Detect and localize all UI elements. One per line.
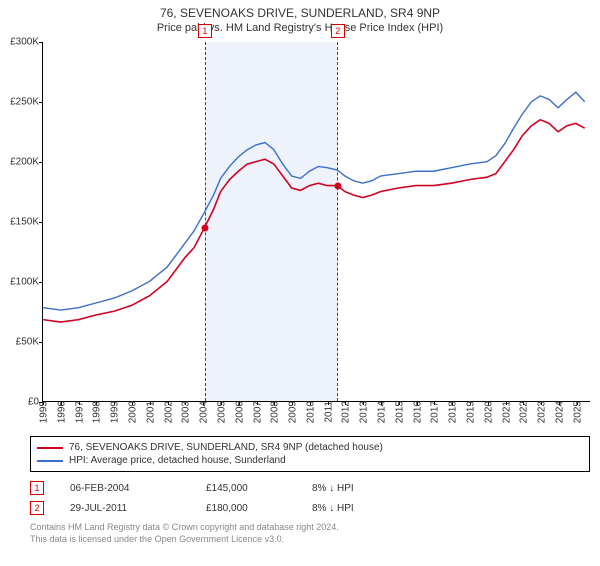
chart-subtitle: Price paid vs. HM Land Registry's House …: [0, 22, 600, 34]
x-axis-tick-label: 2000: [125, 401, 138, 423]
sale-price: £145,000: [206, 483, 286, 494]
x-axis-tick-label: 2001: [143, 401, 156, 423]
x-axis-tick-label: 1997: [72, 401, 85, 423]
x-axis-tick-label: 2008: [268, 401, 281, 423]
legend-row: 76, SEVENOAKS DRIVE, SUNDERLAND, SR4 9NP…: [37, 441, 583, 454]
x-axis-tick-label: 1999: [108, 401, 121, 423]
x-axis-tick-label: 1998: [90, 401, 103, 423]
chart-lines-svg: [43, 42, 590, 401]
y-axis-tick: [39, 342, 43, 343]
x-axis-tick-label: 2006: [232, 401, 245, 423]
sale-row: 2 29-JUL-2011 £180,000 8% ↓ HPI: [30, 498, 590, 518]
sale-hpi-diff: 8% ↓ HPI: [312, 483, 392, 494]
x-axis-tick-label: 2005: [214, 401, 227, 423]
sale-date: 29-JUL-2011: [70, 503, 180, 514]
sale-marker-dot: [201, 225, 208, 232]
sale-date: 06-FEB-2004: [70, 483, 180, 494]
sale-hpi-diff: 8% ↓ HPI: [312, 503, 392, 514]
x-axis-tick-label: 2020: [481, 401, 494, 423]
y-axis-tick: [39, 102, 43, 103]
legend-row: HPI: Average price, detached house, Sund…: [37, 454, 583, 467]
legend-swatch: [37, 447, 63, 449]
y-axis-tick: [39, 162, 43, 163]
x-axis-tick-label: 2002: [161, 401, 174, 423]
sales-table: 1 06-FEB-2004 £145,000 8% ↓ HPI 2 29-JUL-2011…: [30, 478, 590, 518]
legend-label: 76, SEVENOAKS DRIVE, SUNDERLAND, SR4 9NP…: [69, 442, 383, 453]
x-axis-tick-label: 2018: [446, 401, 459, 423]
chart-plot-area: £0£50K£100K£150K£200K£250K£300K199519961…: [42, 42, 590, 402]
x-axis-tick-label: 2024: [552, 401, 565, 423]
sale-marker-label: 1: [198, 24, 212, 38]
x-axis-tick-label: 2014: [375, 401, 388, 423]
sale-index-box: 1: [30, 481, 44, 495]
x-axis-tick-label: 2011: [321, 401, 334, 423]
y-axis-tick: [39, 222, 43, 223]
x-axis-tick-label: 2016: [410, 401, 423, 423]
x-axis-tick-label: 2019: [464, 401, 477, 423]
x-axis-tick-label: 2009: [286, 401, 299, 423]
sale-row: 1 06-FEB-2004 £145,000 8% ↓ HPI: [30, 478, 590, 498]
x-axis-tick-label: 2010: [303, 401, 316, 423]
sale-marker-dot: [334, 183, 341, 190]
y-axis-tick: [39, 42, 43, 43]
attribution-footer: Contains HM Land Registry data © Crown c…: [30, 522, 590, 545]
x-axis-tick-label: 2012: [339, 401, 352, 423]
chart-title: 76, SEVENOAKS DRIVE, SUNDERLAND, SR4 9NP: [0, 6, 600, 20]
x-axis-tick-label: 2003: [179, 401, 192, 423]
x-axis-tick-label: 2015: [392, 401, 405, 423]
footer-line: Contains HM Land Registry data © Crown c…: [30, 522, 590, 534]
x-axis-tick-label: 2023: [535, 401, 548, 423]
sale-marker-label: 2: [331, 24, 345, 38]
series-line: [43, 92, 585, 310]
legend-swatch: [37, 460, 63, 462]
y-axis-tick: [39, 282, 43, 283]
legend-label: HPI: Average price, detached house, Sund…: [69, 455, 286, 466]
x-axis-tick-label: 1995: [37, 401, 50, 423]
sale-index-box: 2: [30, 501, 44, 515]
x-axis-tick-label: 2007: [250, 401, 263, 423]
x-axis-tick-label: 2013: [357, 401, 370, 423]
x-axis-tick-label: 2021: [499, 401, 512, 423]
x-axis-tick-label: 2004: [197, 401, 210, 423]
x-axis-tick-label: 2025: [570, 401, 583, 423]
x-axis-tick-label: 1996: [54, 401, 67, 423]
x-axis-tick-label: 2017: [428, 401, 441, 423]
sale-price: £180,000: [206, 503, 286, 514]
series-line: [43, 120, 585, 322]
footer-line: This data is licensed under the Open Gov…: [30, 534, 590, 546]
chart-legend: 76, SEVENOAKS DRIVE, SUNDERLAND, SR4 9NP…: [30, 436, 590, 472]
x-axis-tick-label: 2022: [517, 401, 530, 423]
